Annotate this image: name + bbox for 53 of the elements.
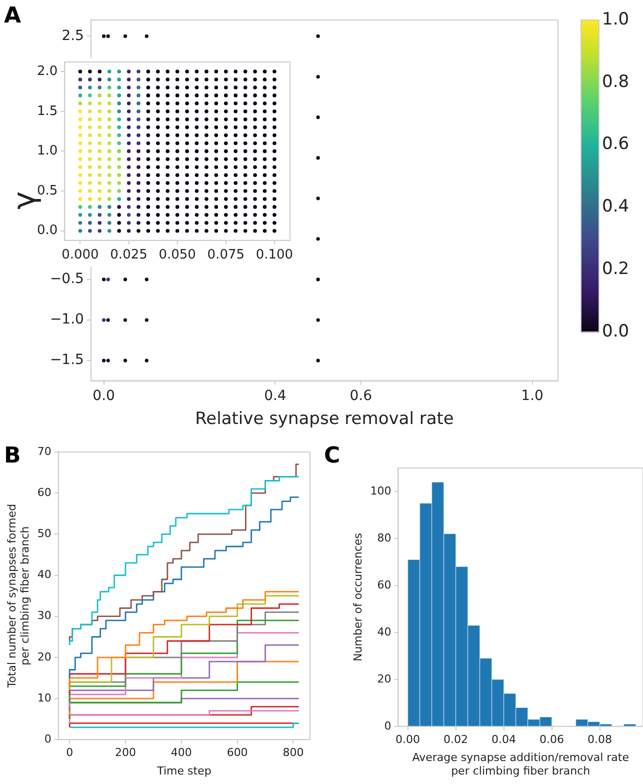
y-tick-label: 10	[37, 691, 52, 704]
y-tick-label: 1.5	[36, 104, 58, 119]
x-tick-label: 0.4	[264, 388, 286, 404]
color-bar-label: 0.2	[602, 259, 630, 280]
x-tick-label: 0.08	[588, 732, 612, 746]
x-tick-label: 0.000	[62, 248, 99, 263]
x-tick-label: 0.02	[444, 732, 468, 746]
color-bar-label: 0.6	[602, 134, 630, 154]
y-tick-label: 20	[37, 650, 52, 664]
color-bar-label: 0.0	[602, 321, 630, 342]
x-tick-label: 0.00	[396, 732, 420, 746]
y-tick-label: 100	[370, 484, 392, 498]
x-axis-title: Average synapse addition/removal rate per climbing fiber branch	[412, 751, 630, 778]
y-tick-label: 2.5	[62, 28, 84, 44]
x-tick-label: 0.04	[492, 732, 516, 746]
y-tick-label: 60	[37, 486, 52, 499]
x-tick-label: 600	[226, 746, 248, 760]
color-bar-label: 1.0	[602, 9, 630, 30]
x-axis-title: Relative synapse removal rate	[195, 409, 454, 430]
y-tick-label: −1.0	[50, 312, 84, 328]
text: C	[324, 444, 340, 469]
y-tick-label: 2.0	[36, 64, 58, 79]
x-tick-label: 0.06	[540, 732, 564, 746]
x-tick-label: 0.025	[110, 248, 148, 263]
x-tick-label: 800	[282, 746, 304, 760]
y-tick-label: 80	[377, 531, 392, 544]
y-tick-label: −0.5	[50, 271, 84, 288]
x-axis-title: Time step	[156, 764, 212, 778]
y-tick-label: −1.5	[50, 352, 84, 368]
y-tick-label: 30	[37, 609, 52, 622]
y-tick-label: 70	[37, 444, 52, 458]
y-tick-label: 0	[384, 719, 392, 732]
y-tick-label: 40	[377, 625, 392, 638]
x-tick-label: 400	[170, 746, 192, 760]
y-axis-title: Total number of synapses formed per climbing fiber branch	[5, 504, 32, 689]
x-tick-label: 200	[114, 746, 136, 760]
y-tick-label: 1.0	[36, 144, 58, 159]
x-tick-label: 0.050	[158, 248, 196, 263]
text: B	[4, 444, 21, 469]
color-bar-label: 0.8	[602, 72, 630, 92]
y-axis-title: Number of occurrences	[351, 532, 364, 662]
text: A	[4, 4, 22, 29]
color-bar-label: 0.4	[602, 196, 630, 217]
y-tick-label: 60	[377, 578, 392, 592]
x-tick-label: 0.100	[256, 248, 294, 263]
y-tick-label: 50	[37, 527, 52, 540]
x-tick-label: 0.0	[92, 388, 115, 404]
x-tick-label: 1.0	[521, 388, 544, 404]
y-tick-label: 40	[37, 568, 52, 582]
y-tick-label: 0.0	[36, 223, 58, 238]
x-tick-label: 0.6	[350, 388, 372, 404]
x-tick-label: 0.075	[207, 248, 245, 263]
y-tick-label: 20	[377, 672, 392, 686]
